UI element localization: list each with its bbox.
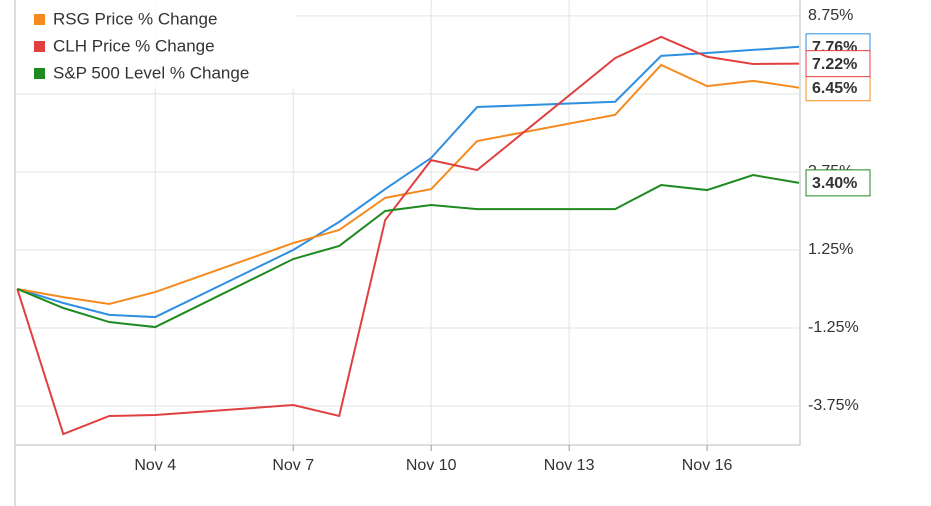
value-label: 7.22%: [812, 56, 857, 73]
x-tick-label: Nov 10: [406, 457, 457, 474]
value-label: 6.45%: [812, 80, 857, 97]
y-tick-label: -3.75%: [808, 397, 859, 414]
legend-swatch: [34, 14, 45, 25]
series-line: [16, 35, 800, 436]
x-tick-label: Nov 4: [134, 457, 176, 474]
y-tick-label: -1.25%: [808, 319, 859, 336]
x-tick-label: Nov 7: [272, 457, 314, 474]
y-tick-label: 8.75%: [808, 7, 853, 24]
x-tick-label: Nov 13: [544, 457, 595, 474]
legend-label: S&P 500 Level % Change: [53, 63, 249, 82]
legend-swatch: [34, 41, 45, 52]
legend-swatch: [34, 68, 45, 79]
value-label-box: [805, 74, 871, 102]
value-label-box: [805, 50, 871, 78]
x-tick-label: Nov 16: [682, 457, 733, 474]
legend: RSG Price % Change CLH Price % Change S&P …: [16, 0, 296, 89]
legend-label: CLH Price % Change: [53, 36, 215, 55]
legend-label: RSG Price % Change: [53, 9, 217, 28]
legend-background: [16, 0, 296, 89]
y-tick-label: 1.25%: [808, 241, 853, 258]
value-label: 3.40%: [812, 175, 857, 192]
series-line: [17, 63, 800, 305]
value-label-box: [805, 169, 871, 197]
series-line: [16, 174, 800, 329]
